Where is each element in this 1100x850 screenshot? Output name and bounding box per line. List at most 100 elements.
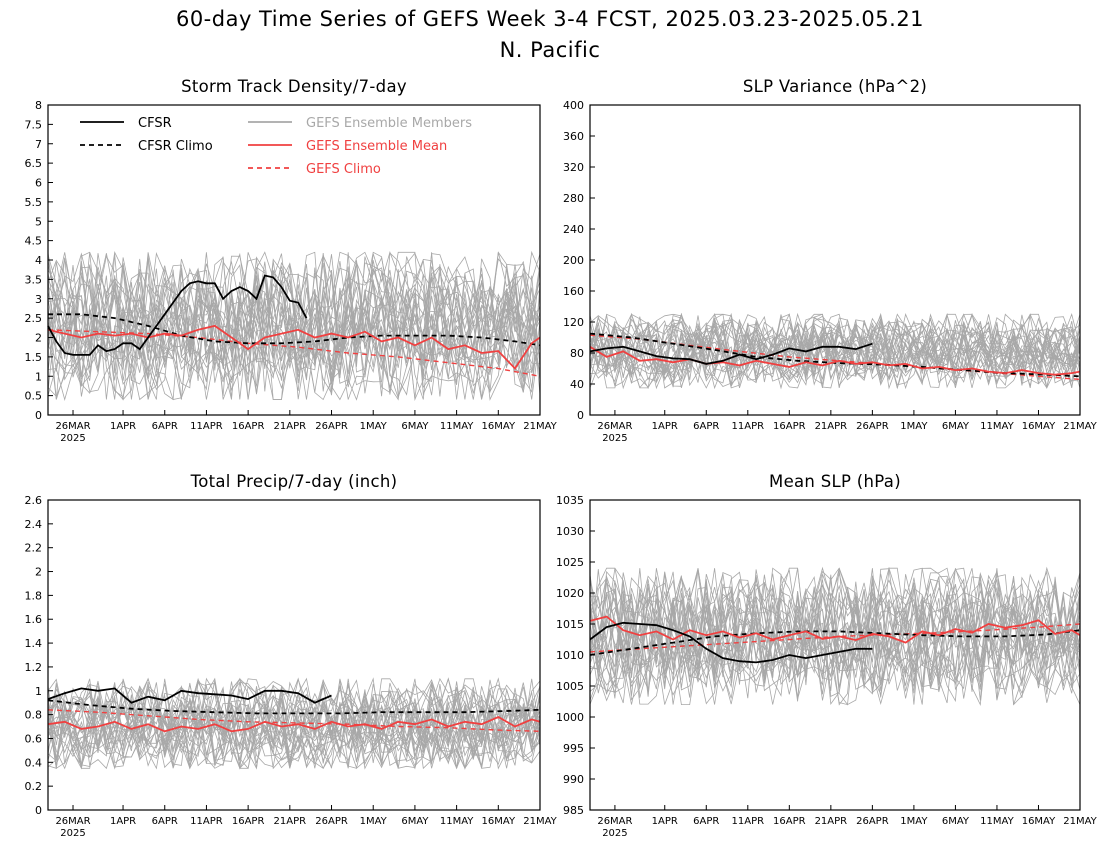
y-tick-label: 1.2 (25, 661, 43, 674)
ensemble-member-line (589, 313, 1081, 371)
x-tick-label: 6APR (152, 816, 178, 827)
x-tick-label: 1MAY (900, 816, 928, 827)
ensemble-member-line (589, 315, 1081, 374)
y-tick-label: 1025 (556, 556, 584, 569)
gefs-climo-line (47, 709, 541, 732)
ensemble-member-line (47, 302, 541, 401)
y-tick-label: 200 (563, 254, 584, 267)
legend: CFSR CFSR Climo GEFS Ensemble Members GEFS … (80, 116, 472, 177)
y-tick-label: 2.6 (25, 494, 43, 507)
ensemble-members (47, 250, 541, 402)
x-tick-label: 11MAY (440, 816, 474, 827)
panel-title: SLP Variance (hPa^2) (743, 77, 927, 96)
x-tick-label: 26APR (315, 816, 348, 827)
ensemble-member-line (589, 579, 1081, 686)
x-tick-label: 16APR (232, 421, 265, 432)
x-tick-label: 21MAY (523, 421, 557, 432)
x-tick-label: 1MAY (360, 816, 388, 827)
y-tick-label: 4 (35, 254, 42, 267)
y-tick-label: 1.8 (25, 589, 43, 602)
x-tick-label: 21MAY (1063, 421, 1097, 432)
y-tick-label: 6 (35, 177, 42, 190)
legend-label-cfsr: CFSR (138, 116, 172, 131)
y-tick-label: 0.5 (25, 390, 43, 403)
y-tick-label: 80 (570, 347, 584, 360)
y-tick-label: 1 (35, 370, 42, 383)
figure-title: 60-day Time Series of GEFS Week 3-4 FCST… (176, 7, 924, 31)
ensemble-member-line (47, 681, 541, 754)
x-tick-label: 11MAY (440, 421, 474, 432)
legend-label-members: GEFS Ensemble Members (306, 116, 472, 131)
y-tick-label: 0 (577, 409, 584, 422)
x-tick-label: 6MAY (942, 816, 970, 827)
y-tick-label: 5 (35, 215, 42, 228)
x-tick-label: 21APR (815, 421, 848, 432)
y-tick-label: 240 (563, 223, 584, 236)
x-tick-label: 16MAY (1022, 816, 1056, 827)
ensemble-mean-line (47, 715, 541, 733)
ensemble-members (47, 677, 541, 770)
x-tick-label: 1APR (652, 421, 678, 432)
cfsr-line (589, 342, 873, 365)
y-tick-label: 2.2 (25, 542, 43, 555)
y-tick-label: 360 (563, 130, 584, 143)
x-tick-label: 6APR (693, 816, 719, 827)
y-tick-label: 0.6 (25, 732, 43, 745)
gefs-climo-line (589, 623, 1081, 653)
panel-total-precip: Total Precip/7-day (inch)00.20.40.60.811… (25, 472, 558, 839)
y-tick-label: 0.4 (25, 756, 43, 769)
y-tick-label: 0.2 (25, 780, 43, 793)
ensemble-member-line (47, 271, 541, 388)
x-tick-label: 11MAY (980, 816, 1014, 827)
x-tick-label: 6APR (693, 421, 719, 432)
legend-label-ens-mean: GEFS Ensemble Mean (306, 139, 447, 154)
x-tick-label: 11APR (732, 816, 765, 827)
y-tick-label: 3.5 (25, 273, 43, 286)
figure-subtitle: N. Pacific (500, 38, 601, 62)
x-tick-label: 11APR (732, 421, 765, 432)
ensemble-member-line (47, 250, 541, 364)
y-tick-label: 4.5 (25, 235, 43, 248)
x-tick-label: 16MAY (1022, 421, 1056, 432)
panel-mean-slp: Mean SLP (hPa) 985 990 995 1000 1005 1010 1015 1… (556, 472, 1098, 839)
y-tick-label: 3 (35, 293, 42, 306)
x-tick-label: 1MAY (900, 421, 928, 432)
ensemble-member-line (589, 593, 1081, 703)
x-tick-label: 21MAY (523, 816, 557, 827)
ensemble-member-line (589, 322, 1081, 382)
x-tick-label: 26APR (315, 421, 348, 432)
x-tick-label: 11APR (190, 421, 223, 432)
panel-slp-variance: SLP Variance (hPa^2) 0 40 80 120 160 200 240 280… (563, 77, 1098, 444)
x-tick-label: 6MAY (401, 816, 429, 827)
y-tick-label: 985 (563, 804, 584, 817)
ensemble-member-line (589, 323, 1081, 381)
x-tick-label: 16MAY (482, 816, 516, 827)
ensemble-mean-line (589, 346, 1081, 376)
y-tick-label: 280 (563, 192, 584, 205)
ensemble-member-line (47, 290, 541, 401)
ensemble-member-line (589, 583, 1081, 690)
x-tick-label: 26MAR (55, 421, 90, 432)
y-tick-label: 0.8 (25, 709, 43, 722)
ensemble-member-line (589, 320, 1081, 380)
ensemble-member-line (47, 702, 541, 770)
legend-label-gefs-climo: GEFS Climo (306, 162, 381, 177)
ensemble-members (589, 312, 1081, 390)
x-tick-label: 11APR (190, 816, 223, 827)
x-year-label: 2025 (60, 433, 85, 444)
y-tick-label: 1020 (556, 587, 584, 600)
ensemble-member-line (47, 263, 541, 378)
x-tick-label: 11MAY (980, 421, 1014, 432)
x-tick-label: 1MAY (360, 421, 388, 432)
plot-frame (47, 499, 541, 811)
cfsr-climo-line (589, 629, 1081, 656)
x-tick-label: 26MAR (55, 816, 90, 827)
ensemble-member-line (47, 256, 541, 371)
cfsr-line (589, 621, 873, 664)
y-tick-label: 995 (563, 742, 584, 755)
ensemble-member-line (589, 317, 1081, 374)
y-tick-label: 1015 (556, 618, 584, 631)
cfsr-line (47, 687, 332, 704)
y-tick-label: 1005 (556, 680, 584, 693)
